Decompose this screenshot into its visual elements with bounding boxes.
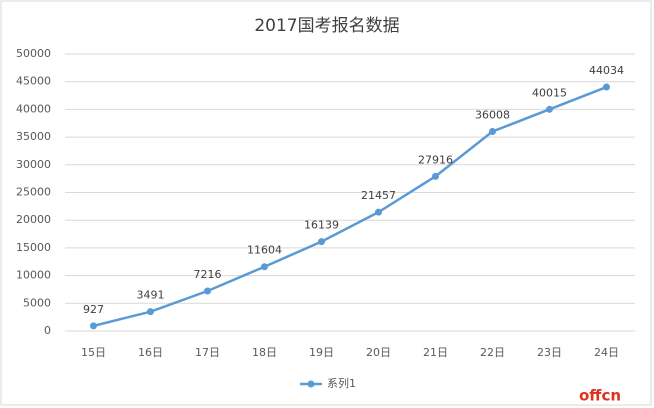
- point: [204, 287, 211, 295]
- data-label: 44034: [589, 64, 624, 77]
- y-tick-label: 40000: [16, 102, 51, 115]
- point: [318, 238, 325, 246]
- watermark: offcn: [579, 387, 621, 405]
- data-label: 21457: [361, 189, 396, 202]
- x-tick-label: 21日: [423, 346, 448, 359]
- point: [261, 263, 268, 271]
- data-label: 7216: [194, 268, 222, 281]
- y-tick-label: 0: [44, 324, 51, 337]
- x-tick-label: 18日: [252, 346, 277, 359]
- point: [90, 322, 97, 330]
- data-label: 27916: [418, 153, 453, 166]
- data-label: 11604: [247, 244, 282, 257]
- data-label: 16139: [304, 219, 339, 232]
- y-tick-label: 35000: [16, 130, 51, 143]
- y-tick-label: 30000: [16, 158, 51, 171]
- y-tick-label: 20000: [16, 213, 51, 226]
- y-tick-label: 45000: [16, 75, 51, 88]
- chart-title: 2017国考报名数据: [254, 16, 399, 36]
- point: [147, 308, 154, 316]
- point: [432, 172, 439, 180]
- x-tick-label: 19日: [309, 346, 334, 359]
- y-tick-label: 50000: [16, 47, 51, 60]
- point: [546, 105, 553, 113]
- data-label: 3491: [137, 289, 165, 302]
- data-label: 36008: [475, 109, 510, 122]
- y-tick-label: 5000: [23, 296, 51, 309]
- data-label: 40015: [532, 86, 567, 99]
- y-tick-label: 15000: [16, 241, 51, 254]
- point: [375, 208, 382, 216]
- x-tick-label: 16日: [138, 346, 163, 359]
- x-tick-label: 22日: [480, 346, 505, 359]
- legend-marker: [307, 380, 315, 388]
- y-tick-label: 10000: [16, 269, 51, 282]
- y-tick-label: 25000: [16, 186, 51, 199]
- x-tick-label: 20日: [366, 346, 391, 359]
- data-label: 927: [83, 303, 104, 316]
- x-tick-label: 23日: [537, 346, 562, 359]
- x-tick-label: 17日: [195, 346, 220, 359]
- point: [489, 128, 496, 136]
- x-tick-label: 24日: [594, 346, 619, 359]
- series-line: [93, 85, 607, 328]
- x-tick-label: 15日: [81, 346, 106, 359]
- point: [603, 83, 610, 91]
- legend-label: 系列1: [327, 376, 356, 390]
